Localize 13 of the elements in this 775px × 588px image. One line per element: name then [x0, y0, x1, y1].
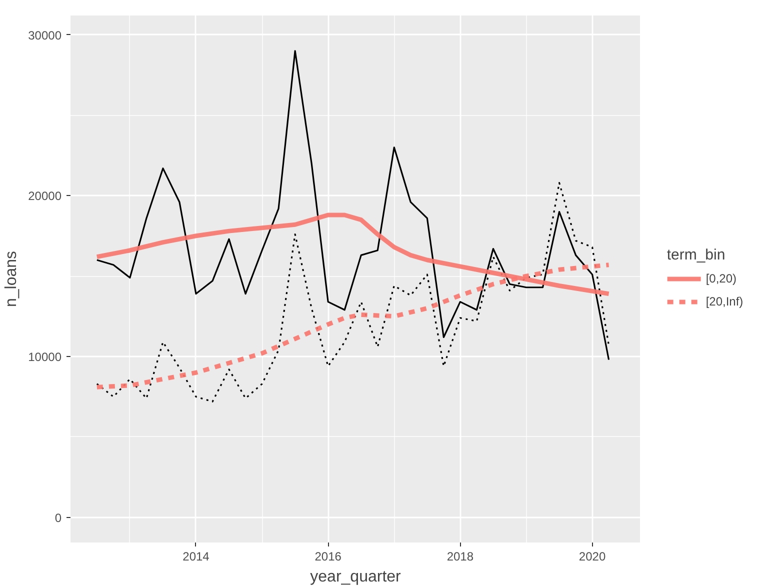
legend-label: [0,20): [706, 271, 737, 285]
legend-label: [20,Inf): [706, 294, 744, 308]
x-tick-label: 2014: [182, 550, 210, 564]
y-tick-label: 10000: [28, 350, 62, 364]
y-axis-title: n_loans: [3, 250, 20, 308]
x-axis-title: year_quarter: [310, 568, 402, 586]
legend-title: term_bin: [666, 246, 726, 263]
y-tick-label: 20000: [28, 189, 62, 204]
x-tick-label: 2018: [446, 550, 474, 564]
y-tick-label: 0: [54, 510, 62, 525]
y-tick-label: 30000: [28, 28, 62, 42]
x-tick-label: 2020: [578, 550, 606, 564]
x-tick-label: 2016: [314, 550, 342, 564]
